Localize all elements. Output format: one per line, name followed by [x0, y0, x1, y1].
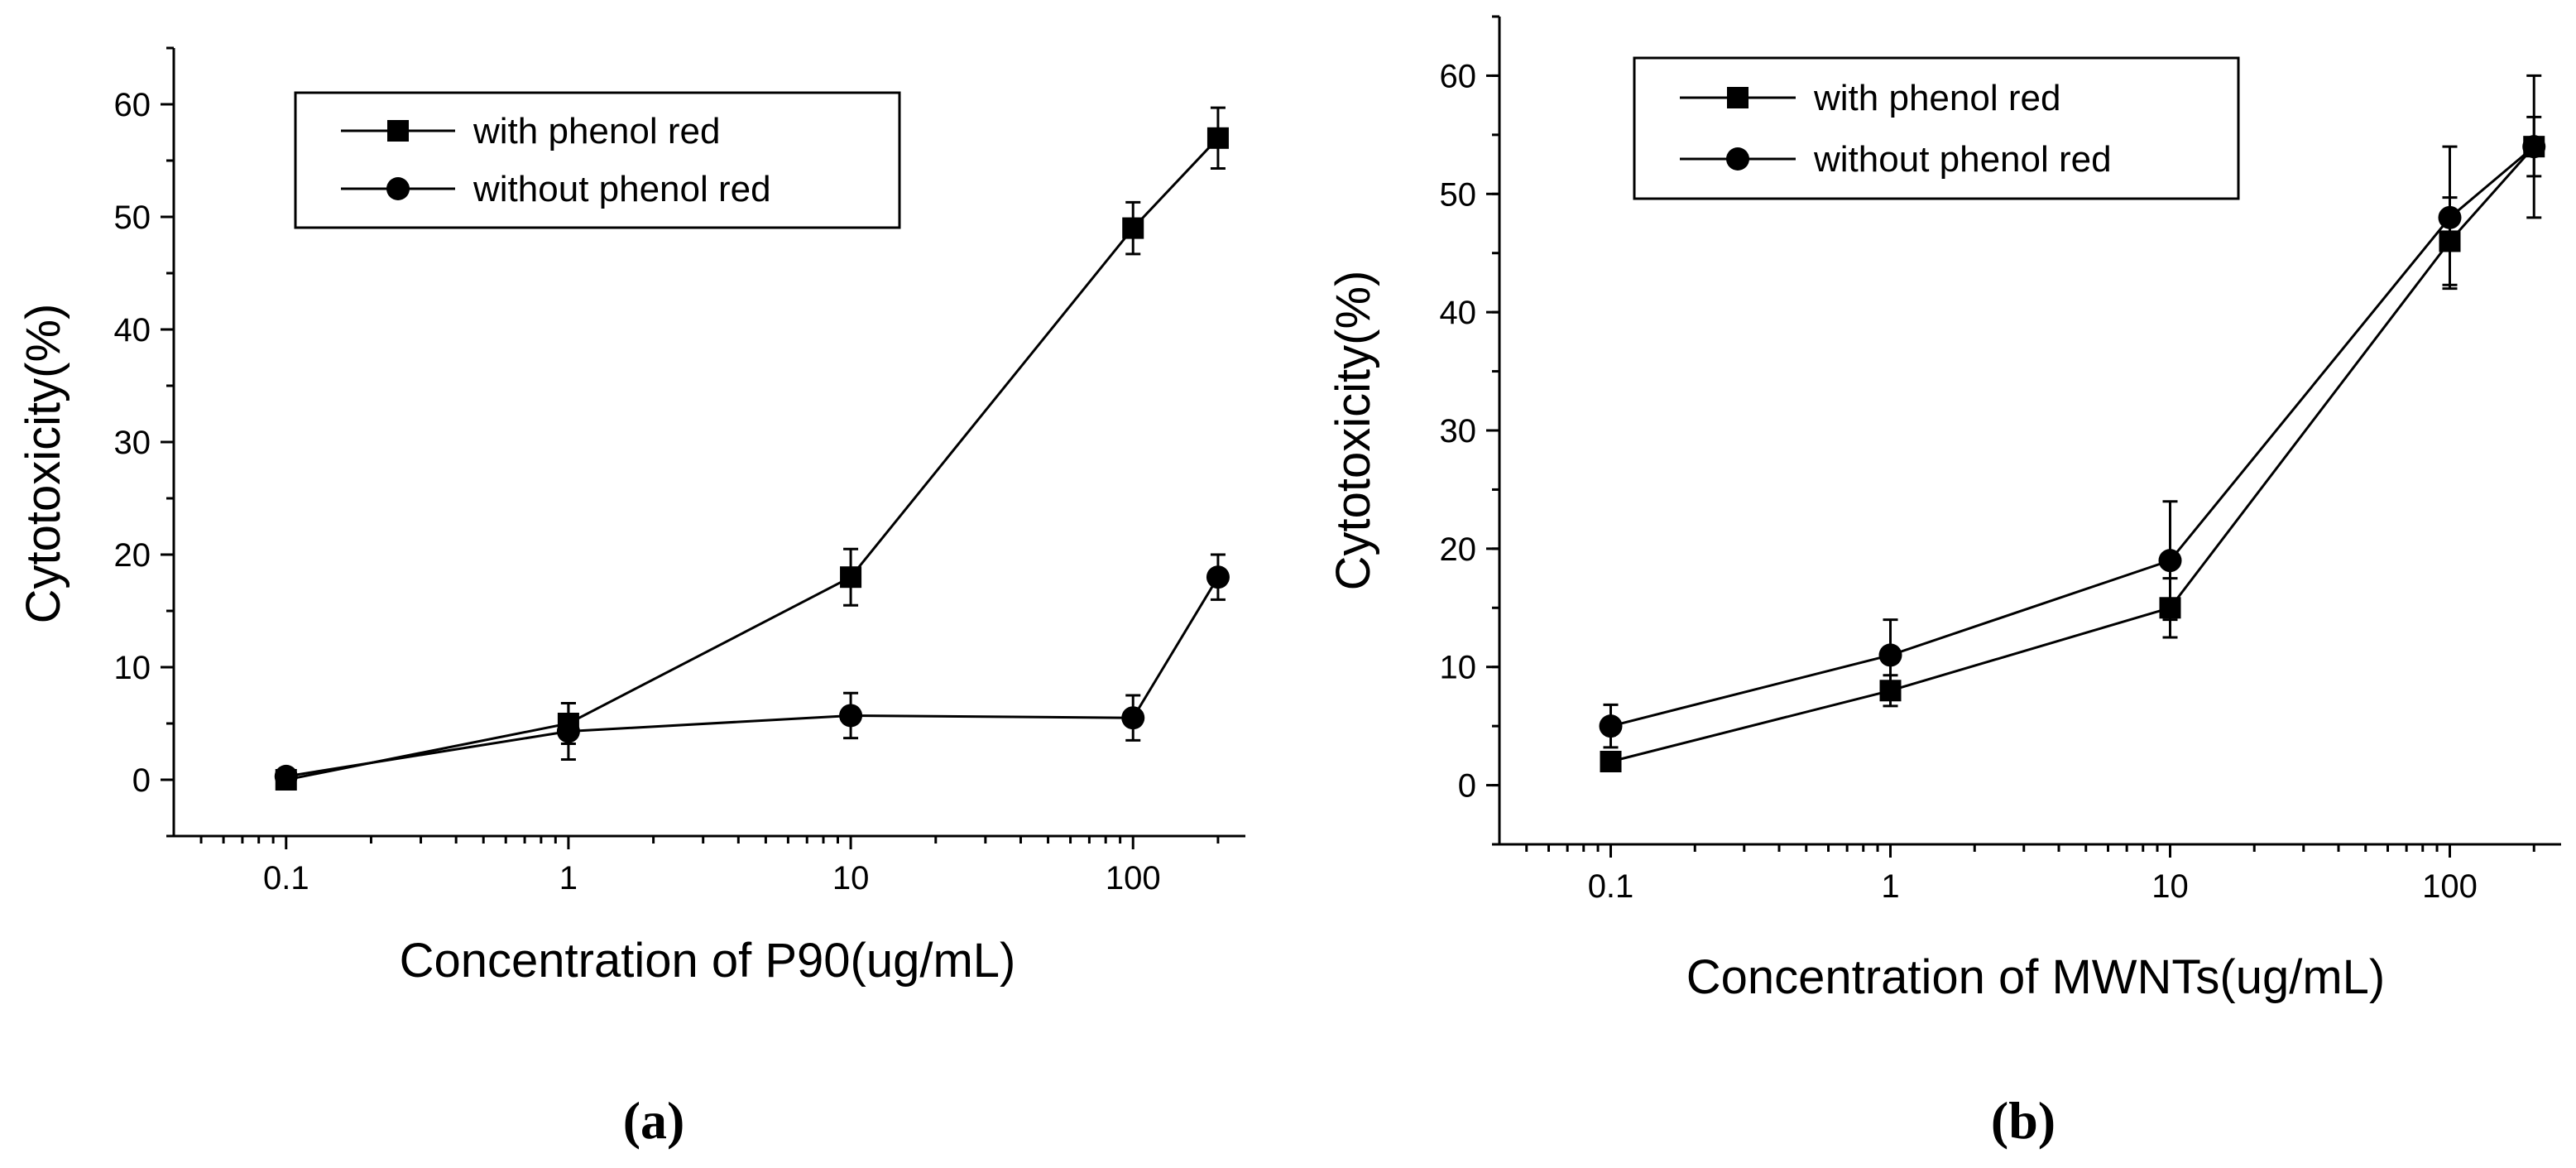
data-point-circle: [2522, 135, 2546, 159]
x-axis-title-a: Concentration of P90(ug/mL): [400, 934, 1016, 988]
legend-marker-square: [1727, 87, 1749, 108]
y-tick-label-a: 0: [132, 762, 151, 799]
data-point-square: [1206, 127, 1229, 149]
x-tick-label-a: 10: [832, 860, 870, 896]
x-tick-label-b: 100: [2422, 868, 2478, 905]
data-point-circle: [1206, 565, 1230, 589]
x-tick-label-a: 1: [559, 860, 578, 896]
y-tick-label-a: 20: [114, 537, 151, 574]
legend-a: with phenol red without phenol red: [294, 91, 901, 229]
x-tick-label-b: 1: [1881, 868, 1899, 905]
data-point-circle: [274, 764, 298, 788]
y-tick-label-b: 30: [1440, 413, 1477, 449]
panel-label-b: (b): [1991, 1091, 2056, 1150]
y-tick-label-b: 50: [1440, 176, 1477, 213]
legend-label: with phenol red: [1813, 78, 2060, 118]
x-tick-label-b: 10: [2151, 868, 2189, 905]
x-tick-label-a: 0.1: [263, 860, 309, 896]
legend-box: [1633, 56, 2240, 200]
legend-marker-circle: [386, 177, 410, 200]
data-point-circle: [839, 704, 863, 728]
y-axis-title-a: Cytotoxicity(%): [17, 304, 70, 624]
y-tick-label-a: 40: [114, 312, 151, 348]
y-tick-label-b: 20: [1440, 531, 1477, 568]
data-point-square: [1122, 217, 1144, 239]
legend-b: with phenol red without phenol red: [1633, 56, 2240, 200]
y-tick-label-a: 10: [114, 650, 151, 686]
data-point-circle: [1878, 643, 1902, 667]
data-point-circle: [556, 719, 580, 743]
y-tick-label-a: 30: [114, 425, 151, 461]
y-tick-label-a: 60: [114, 87, 151, 123]
data-point-circle: [1121, 706, 1145, 730]
legend-label: with phenol red: [473, 111, 720, 151]
legend-box: [294, 91, 901, 229]
y-tick-label-a: 50: [114, 199, 151, 236]
legend-marker-square: [387, 120, 409, 142]
data-point-square: [840, 566, 862, 589]
data-point-circle: [1599, 714, 1623, 738]
legend-marker-circle: [1726, 147, 1749, 171]
x-tick-label-b: 0.1: [1588, 868, 1634, 905]
data-point-circle: [2438, 205, 2462, 229]
data-point-square: [1600, 751, 1622, 772]
data-point-circle: [2158, 549, 2182, 573]
x-axis-title-b: Concentration of MWNTs(ug/mL): [1686, 950, 2385, 1004]
panel-label-a: (a): [623, 1091, 685, 1150]
legend-label: without phenol red: [1813, 139, 2112, 180]
y-tick-label-b: 10: [1440, 650, 1477, 686]
y-tick-label-b: 40: [1440, 295, 1477, 331]
legend-label: without phenol red: [473, 169, 771, 209]
x-tick-label-a: 100: [1106, 860, 1161, 896]
y-tick-label-b: 60: [1440, 58, 1477, 94]
y-axis-title-b: Cytotoxicity(%): [1326, 271, 1380, 591]
y-tick-label-b: 0: [1458, 768, 1476, 805]
